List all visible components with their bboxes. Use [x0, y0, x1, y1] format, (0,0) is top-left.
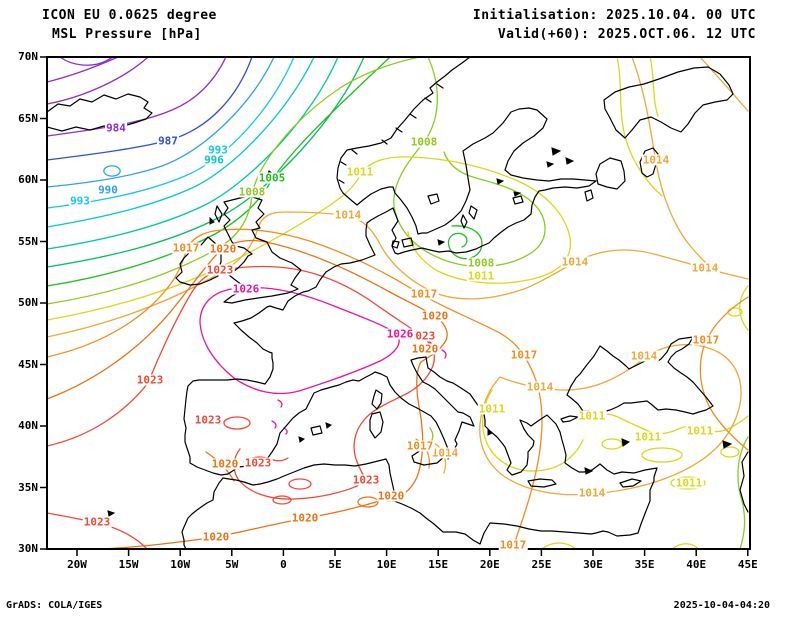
isobar-value-label: 1008: [237, 185, 267, 199]
isobar-value-label: 993: [207, 143, 229, 157]
isobar-value-label: 1023: [82, 515, 112, 529]
lat-label: 70N: [18, 50, 38, 63]
isobar-value-label: 1017: [691, 333, 721, 347]
isobar-value-label: 1020: [290, 511, 320, 525]
lon-label: 35E: [634, 558, 655, 571]
isobar-value-label: 1014: [560, 255, 590, 269]
isobar-value-label: 1023: [351, 473, 381, 487]
lon-label: 5E: [328, 558, 342, 571]
isobar-value-label: 1014: [690, 261, 720, 275]
isobar-value-label: 1014: [430, 446, 460, 460]
lon-label: 20E: [479, 558, 500, 571]
coastline-white-sea: [603, 66, 734, 139]
lat-label: 30N: [18, 542, 38, 555]
coastline-iceland: [47, 93, 153, 132]
island-cyprus: [619, 478, 642, 488]
island-sardinia: [369, 411, 384, 439]
lon-label: 10E: [376, 558, 397, 571]
isobar-contours: [47, 57, 749, 549]
lon-label: 25E: [531, 558, 552, 571]
coastline-black-sea: [566, 336, 714, 415]
isobar-value-label: 1017: [171, 241, 201, 255]
lon-label: 5W: [225, 558, 239, 571]
isobar-value-label: 996: [203, 153, 225, 167]
isobar-value-label: 1017: [409, 287, 439, 301]
isobar-value-label: 1020: [420, 309, 450, 323]
creation-timestamp: 2025-10-04-04:20: [673, 600, 770, 611]
lake-onega: [639, 147, 659, 178]
lon-label: 40E: [686, 558, 707, 571]
lat-label: 60N: [18, 173, 38, 186]
lon-label: 30E: [583, 558, 603, 571]
lon-label: 45E: [737, 558, 758, 571]
isobar-value-label: 1008: [466, 256, 496, 270]
isobar-value-label: 1017: [509, 348, 539, 362]
isobar-value-label: 1023: [135, 373, 165, 387]
lat-label: 50N: [18, 296, 38, 309]
isobar-value-label: 1017: [498, 538, 528, 552]
lat-label: 45N: [18, 357, 38, 371]
isobar-value-label: 1020: [410, 342, 440, 356]
lon-label: 0: [280, 558, 287, 571]
title-valid-time: Valid(+60): 2025.OCT.06. 12 UTC: [497, 27, 756, 42]
isobar-value-label: 1020: [208, 242, 238, 256]
isobar-value-label: 1020: [201, 530, 231, 544]
lon-label: 20W: [67, 558, 87, 571]
isobar-value-label: 993: [69, 194, 91, 208]
coastline-europe: [47, 57, 749, 549]
isobar-value-label: 1011: [674, 476, 704, 490]
lake-ladoga: [595, 157, 626, 190]
lat-label: 65N: [18, 111, 38, 125]
isobar-value-label: 1008: [409, 135, 439, 149]
isobar-value-label: 987: [157, 134, 179, 148]
title-field: MSL Pressure [hPa]: [52, 27, 202, 42]
axis-ticks: [40, 56, 749, 556]
isobar-value-label: 1023: [205, 263, 235, 277]
isobar-value-label: 1023: [243, 456, 273, 470]
grads-credit: GrADS: COLA/IGES: [6, 600, 103, 611]
isobar-value-label: 1020: [376, 489, 406, 503]
isobar-value-label: 1011: [345, 165, 375, 179]
title-initialisation: Initialisation: 2025.10.04. 00 UTC: [472, 8, 756, 23]
coastline-britain: [223, 195, 302, 304]
isobar-value-label: 1014: [629, 349, 659, 363]
isobar-value-label: 1014: [333, 208, 363, 222]
isobar-value-label: 1005: [257, 171, 287, 185]
isobar-value-label: 1014: [641, 153, 671, 167]
lat-label: 35N: [18, 480, 38, 494]
isobar-value-label: 1020: [210, 457, 240, 471]
island-crete: [527, 478, 557, 488]
title-model: ICON EU 0.0625 degree: [42, 8, 217, 23]
isobar-value-label: 1017: [405, 439, 435, 453]
isobar-value-label: 1011: [577, 409, 607, 423]
isobar-value-label: 990: [97, 183, 119, 197]
map-frame: [46, 56, 751, 550]
isobar-value-label: 1011: [685, 424, 715, 438]
lon-label: 15W: [118, 558, 139, 571]
isobar-value-label: 1023: [407, 329, 437, 343]
isobar-value-label: 1014: [525, 380, 555, 394]
lat-label: 40N: [18, 419, 38, 432]
isobar-value-label: 1026: [385, 327, 415, 341]
isobar-value-label: 1014: [577, 486, 607, 500]
lon-label: 10W: [170, 558, 191, 571]
isobar-value-label: 1011: [633, 430, 663, 444]
island-corsica: [371, 389, 383, 410]
isobar-value-label: 1011: [477, 402, 507, 416]
lon-label: 15E: [428, 558, 449, 571]
island-madeira: [107, 510, 116, 517]
isobar-value-label: 984: [105, 121, 127, 135]
isobar-value-label: 1026: [231, 282, 261, 296]
lat-label: 55N: [18, 234, 38, 248]
isobar-value-label: 1023: [193, 413, 223, 427]
isobar-value-label: 1011: [466, 269, 496, 283]
